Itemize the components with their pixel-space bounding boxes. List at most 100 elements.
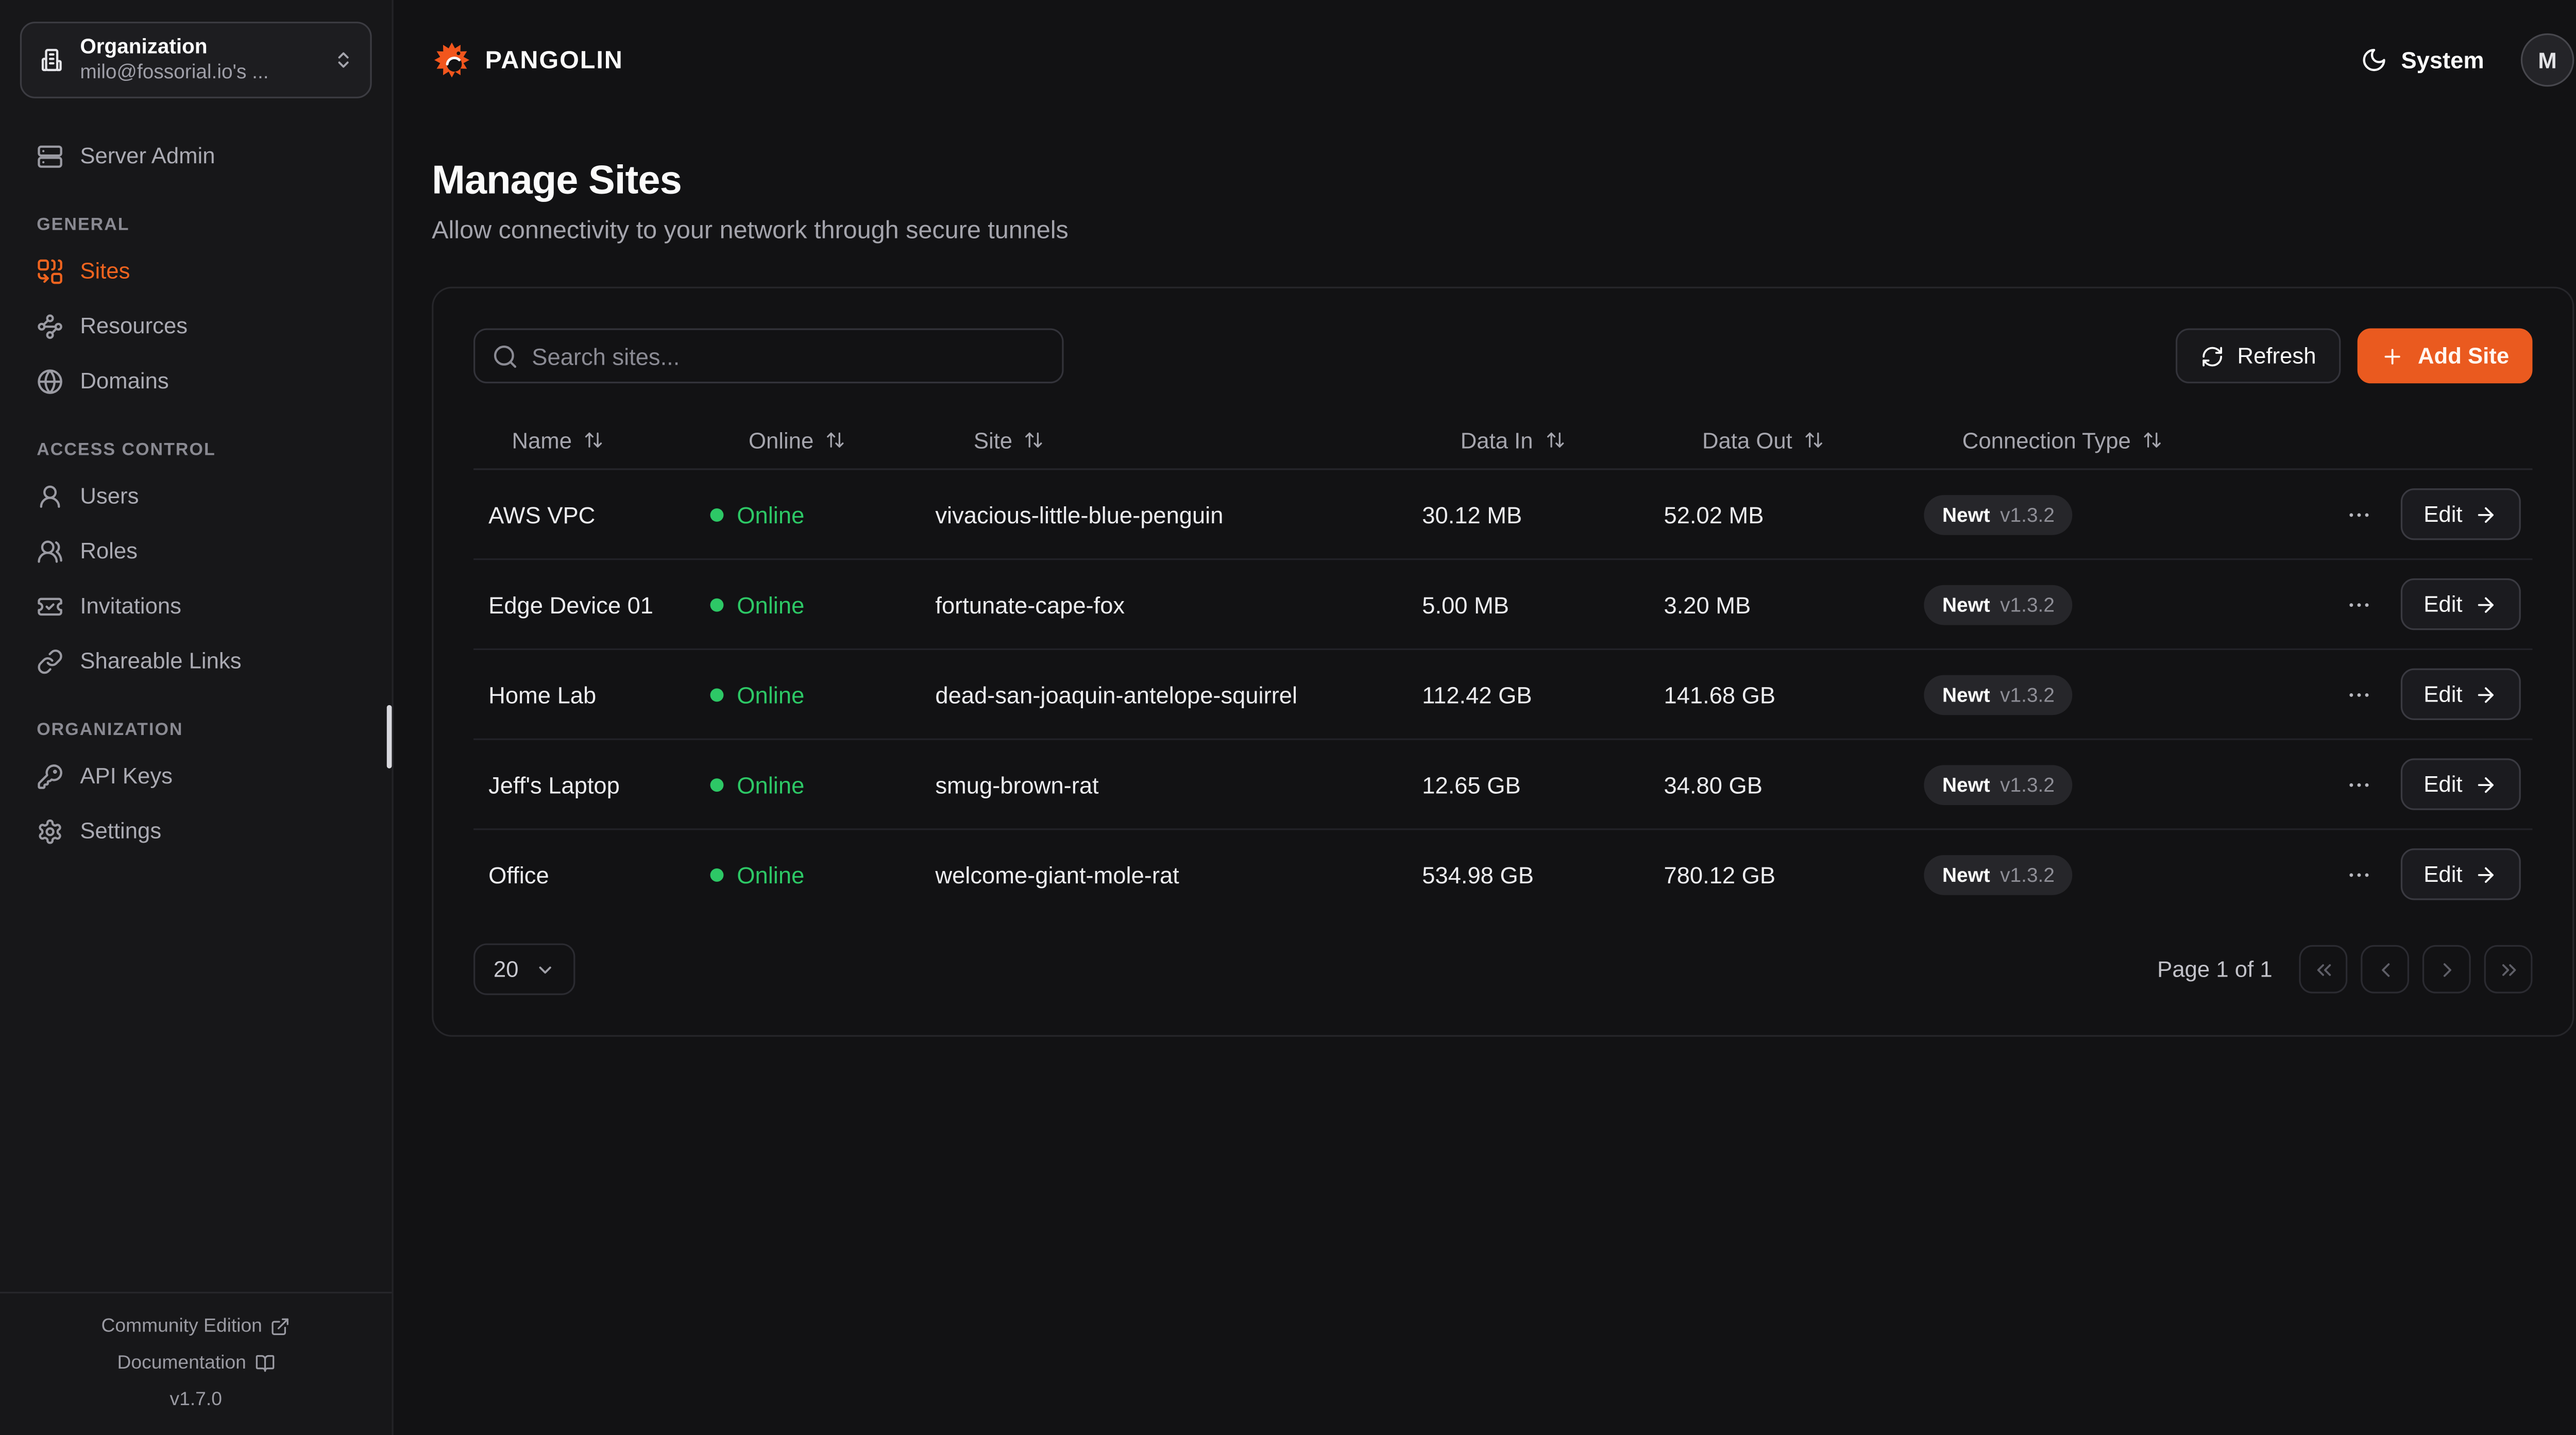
sidebar-nav: Server Admin GENERAL Sites Resources Dom… bbox=[0, 98, 392, 859]
sidebar-item-api-keys[interactable]: API Keys bbox=[20, 748, 372, 804]
sidebar-item-resources[interactable]: Resources bbox=[20, 298, 372, 353]
row-menu-button[interactable] bbox=[2338, 584, 2379, 624]
page-size-select[interactable]: 20 bbox=[473, 943, 575, 995]
refresh-icon bbox=[2202, 346, 2222, 366]
sidebar-item-label: API Keys bbox=[80, 763, 173, 789]
card-toolbar: Refresh Add Site bbox=[473, 328, 2533, 384]
edit-button[interactable]: Edit bbox=[2400, 848, 2521, 900]
sidebar-scrollbar-thumb[interactable] bbox=[386, 705, 392, 768]
sidebar-item-label: Settings bbox=[80, 818, 162, 844]
first-page-button[interactable] bbox=[2299, 945, 2348, 994]
column-header-data-out[interactable]: Data Out bbox=[1664, 428, 1924, 453]
data-in-cell: 5.00 MB bbox=[1422, 591, 1510, 618]
connection-type-badge: Newt v1.3.2 bbox=[1924, 764, 2073, 805]
table-body: AWS VPC Online vivacious-little-blue-pen… bbox=[473, 470, 2533, 918]
search-input[interactable] bbox=[532, 342, 1045, 369]
refresh-button[interactable]: Refresh bbox=[2175, 328, 2342, 384]
row-actions-cell: Edit bbox=[2224, 668, 2533, 720]
row-menu-button[interactable] bbox=[2338, 674, 2379, 714]
previous-page-button[interactable] bbox=[2361, 945, 2410, 994]
waypoints-icon bbox=[38, 313, 62, 338]
column-header-name[interactable]: Name bbox=[473, 428, 710, 453]
column-header-site[interactable]: Site bbox=[935, 428, 1422, 453]
add-site-button[interactable]: Add Site bbox=[2358, 328, 2533, 384]
sidebar-item-settings[interactable]: Settings bbox=[20, 804, 372, 859]
site-name-cell: Office bbox=[488, 861, 549, 888]
edit-button[interactable]: Edit bbox=[2400, 578, 2521, 630]
site-status-cell: Online bbox=[710, 681, 936, 708]
connection-type-cell: Newt v1.3.2 bbox=[1924, 584, 2224, 624]
data-in-cell: 112.42 GB bbox=[1422, 680, 1532, 708]
table-row: Edge Device 01 Online fortunate-cape-fox… bbox=[473, 560, 2533, 651]
sort-icon bbox=[1546, 432, 1563, 448]
pagination-buttons bbox=[2299, 945, 2533, 994]
sites-table: Name Online Site Data In bbox=[473, 412, 2533, 918]
sidebar-item-users[interactable]: Users bbox=[20, 468, 372, 523]
sidebar-item-roles[interactable]: Roles bbox=[20, 523, 372, 578]
pagination-controls: Page 1 of 1 bbox=[2157, 945, 2533, 994]
pangolin-logo-icon bbox=[434, 42, 469, 78]
sidebar-item-server-admin[interactable]: Server Admin bbox=[20, 128, 372, 183]
arrow-right-icon bbox=[2478, 506, 2494, 522]
site-name-cell: Home Lab bbox=[488, 680, 597, 708]
site-status-cell: Online bbox=[710, 771, 936, 797]
avatar[interactable]: M bbox=[2520, 33, 2574, 87]
sidebar-item-sites[interactable]: Sites bbox=[20, 243, 372, 298]
community-edition-link[interactable]: Community Edition bbox=[0, 1308, 392, 1345]
next-page-button[interactable] bbox=[2422, 945, 2471, 994]
sidebar-item-label: Sites bbox=[80, 258, 130, 284]
search-icon bbox=[494, 345, 517, 367]
edit-button[interactable]: Edit bbox=[2400, 488, 2521, 540]
column-header-online[interactable]: Online bbox=[710, 428, 936, 453]
sidebar-item-shareable-links[interactable]: Shareable Links bbox=[20, 634, 372, 689]
connection-type-badge: Newt v1.3.2 bbox=[1924, 674, 2073, 714]
data-in-cell: 534.98 GB bbox=[1422, 861, 1534, 888]
page-title: Manage Sites bbox=[432, 158, 682, 203]
org-switcher[interactable]: Organization milo@fossorial.io's ... bbox=[20, 22, 372, 98]
sidebar-item-domains[interactable]: Domains bbox=[20, 353, 372, 408]
site-status-cell: Online bbox=[710, 501, 936, 527]
book-open-icon bbox=[255, 1355, 274, 1372]
connection-type-cell: Newt v1.3.2 bbox=[1924, 854, 2224, 895]
column-header-connection-type[interactable]: Connection Type bbox=[1924, 428, 2224, 453]
sidebar-item-invitations[interactable]: Invitations bbox=[20, 578, 372, 634]
org-switcher-texts: Organization milo@fossorial.io's ... bbox=[80, 35, 318, 86]
chevrons-up-down-icon bbox=[338, 52, 349, 68]
edit-button[interactable]: Edit bbox=[2400, 758, 2521, 810]
site-name-cell: Jeff's Laptop bbox=[488, 771, 620, 798]
page-size-value: 20 bbox=[493, 956, 519, 982]
row-menu-button[interactable] bbox=[2338, 764, 2379, 805]
link-icon bbox=[38, 648, 62, 673]
edit-button[interactable]: Edit bbox=[2400, 668, 2521, 720]
row-menu-button[interactable] bbox=[2338, 494, 2379, 534]
site-id-cell: welcome-giant-mole-rat bbox=[935, 861, 1179, 888]
site-status-cell: Online bbox=[710, 591, 936, 618]
top-bar: PANGOLIN System M bbox=[432, 0, 2574, 120]
column-header-data-in[interactable]: Data In bbox=[1422, 428, 1664, 453]
ellipsis-icon bbox=[2349, 782, 2368, 786]
page-header: Manage Sites Allow connectivity to your … bbox=[432, 158, 2574, 245]
last-page-button[interactable] bbox=[2484, 945, 2533, 994]
documentation-link[interactable]: Documentation bbox=[0, 1345, 392, 1381]
brand[interactable]: PANGOLIN bbox=[432, 40, 623, 80]
online-dot bbox=[710, 777, 724, 791]
connection-type-badge: Newt v1.3.2 bbox=[1924, 584, 2073, 624]
connection-type-badge: Newt v1.3.2 bbox=[1924, 494, 2073, 535]
sidebar-item-label: Domains bbox=[80, 368, 169, 394]
combine-icon bbox=[38, 259, 62, 283]
row-actions-cell: Edit bbox=[2224, 848, 2533, 900]
row-menu-button[interactable] bbox=[2338, 854, 2379, 894]
section-label-access-control: ACCESS CONTROL bbox=[37, 440, 216, 460]
chevron-right-icon bbox=[2443, 962, 2451, 976]
connection-type-cell: Newt v1.3.2 bbox=[1924, 764, 2224, 805]
chevron-down-icon bbox=[539, 965, 551, 973]
sidebar-item-label: Shareable Links bbox=[80, 648, 242, 674]
ticket-check-icon bbox=[38, 597, 62, 615]
site-id-cell: dead-san-joaquin-antelope-squirrel bbox=[935, 680, 1298, 708]
online-dot bbox=[710, 867, 724, 881]
sidebar-item-label: Roles bbox=[80, 538, 138, 563]
sort-icon bbox=[1025, 432, 1043, 448]
theme-toggle[interactable]: System bbox=[2361, 47, 2484, 73]
org-switcher-title: Organization bbox=[80, 34, 208, 58]
avatar-initial: M bbox=[2538, 47, 2557, 73]
